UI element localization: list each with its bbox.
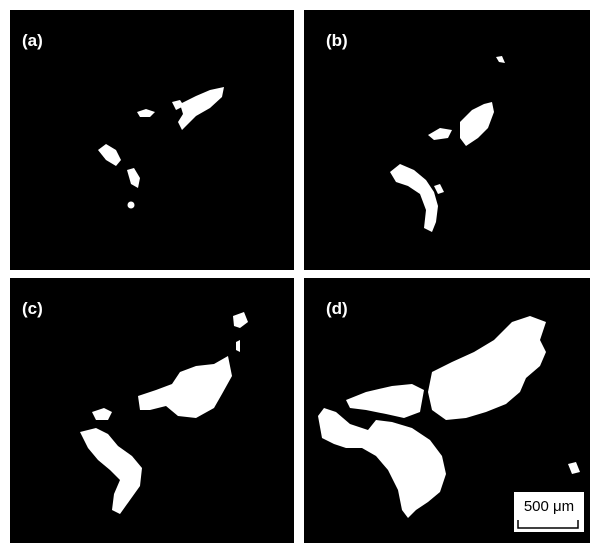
panel-label: (a) <box>22 31 43 50</box>
panel-label: (b) <box>326 31 348 50</box>
panel-a: (a) <box>10 10 294 270</box>
panel-label: (d) <box>326 299 348 318</box>
page: (a) (b) (c) (d) 500 μm (() => { const da… <box>0 0 593 546</box>
panel-bg <box>10 10 294 270</box>
figure: (a) (b) (c) (d) 500 μm <box>0 0 593 546</box>
scale-bar-label: 500 μm <box>524 498 574 515</box>
panel-d: (d) 500 μm <box>304 278 590 543</box>
blob <box>236 340 240 352</box>
panel-bg <box>10 278 294 543</box>
blob <box>128 202 135 209</box>
panel-c: (c) <box>10 278 294 543</box>
panel-label: (c) <box>22 299 43 318</box>
panel-b: (b) <box>304 10 590 270</box>
